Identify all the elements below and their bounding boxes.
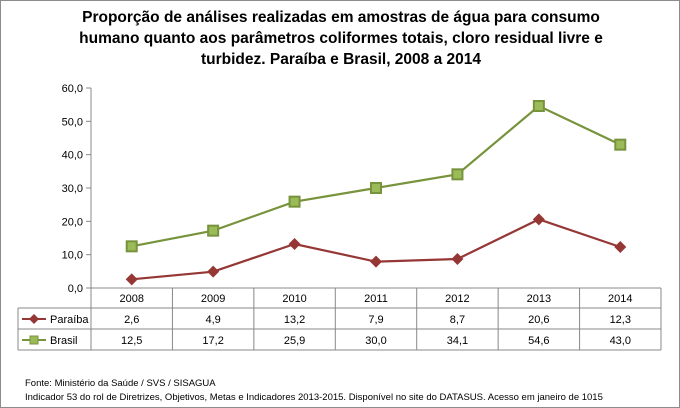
- data-point: [207, 224, 220, 237]
- data-point: [451, 253, 464, 265]
- data-point: [125, 240, 138, 253]
- data-point: [370, 182, 382, 194]
- y-tick-label: 60,0: [62, 83, 83, 95]
- data-label: 12,5: [121, 335, 142, 347]
- data-point: [614, 138, 627, 151]
- legend-marker: [29, 314, 39, 324]
- data-label: 4,9: [205, 314, 220, 326]
- legend-label: Paraíba: [50, 314, 89, 326]
- x-category-label: 2010: [282, 293, 306, 305]
- x-category-label: 2009: [201, 293, 225, 305]
- series-line-Paraíba: [131, 218, 621, 281]
- data-point: [125, 273, 138, 286]
- data-label: 12,3: [610, 314, 631, 326]
- data-label: 17,2: [202, 335, 223, 347]
- data-point: [532, 100, 545, 112]
- data-point: [370, 255, 382, 268]
- y-tick-label: 20,0: [62, 216, 83, 228]
- x-category-label: 2013: [527, 293, 551, 305]
- data-point: [451, 168, 464, 181]
- data-point: [614, 241, 627, 253]
- data-label: 13,2: [284, 314, 305, 326]
- data-label: 8,7: [450, 314, 465, 326]
- y-tick-label: 40,0: [62, 150, 83, 162]
- y-tick-label: 0,0: [68, 283, 83, 295]
- chart-title: Proporção de análises realizadas em amos…: [79, 9, 603, 68]
- y-tick-label: 50,0: [62, 116, 83, 128]
- legend-label: Brasil: [50, 335, 78, 347]
- data-label: 34,1: [447, 335, 468, 347]
- data-label: 20,6: [528, 314, 549, 326]
- y-tick-label: 30,0: [62, 183, 83, 195]
- x-category-label: 2011: [364, 293, 388, 305]
- x-category-label: 2014: [608, 293, 632, 305]
- data-label: 43,0: [610, 335, 631, 347]
- data-label: 54,6: [528, 335, 549, 347]
- data-point: [288, 238, 301, 250]
- data-label: 7,9: [368, 314, 383, 326]
- data-point: [207, 265, 220, 278]
- data-point: [532, 213, 545, 226]
- x-category-label: 2012: [445, 293, 469, 305]
- data-label: 30,0: [365, 335, 386, 347]
- legend-marker: [29, 335, 39, 345]
- y-tick-label: 10,0: [62, 250, 83, 262]
- x-category-label: 2008: [119, 293, 143, 305]
- data-point: [288, 195, 301, 208]
- data-label: 25,9: [284, 335, 305, 347]
- data-label: 2,6: [124, 314, 139, 326]
- source-text: Fonte: Ministério da Saúde / SVS / SISAG…: [25, 378, 216, 389]
- note-text: Indicador 53 do rol de Diretrizes, Objet…: [25, 392, 603, 403]
- series-line-Brasil: [131, 104, 621, 248]
